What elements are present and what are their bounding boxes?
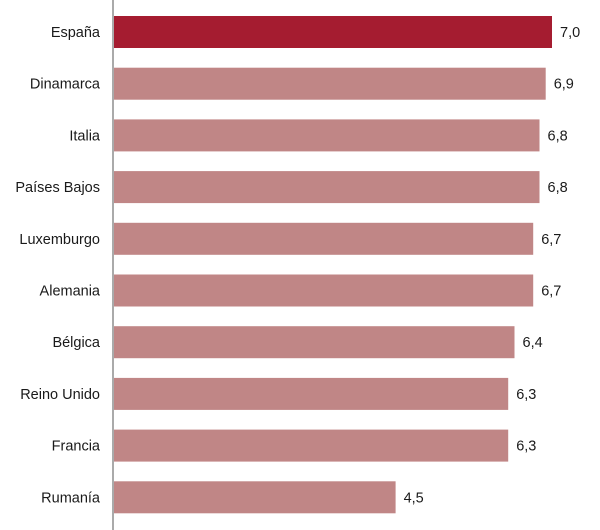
value-label-6: 6,4 bbox=[523, 335, 543, 351]
value-label-7: 6,3 bbox=[516, 387, 536, 403]
bar-0 bbox=[114, 16, 552, 48]
value-label-9: 4,5 bbox=[404, 490, 424, 506]
category-label-7: Reino Unido bbox=[20, 387, 100, 403]
value-label-5: 6,7 bbox=[541, 284, 561, 300]
category-label-3: Países Bajos bbox=[15, 180, 100, 196]
category-label-1: Dinamarca bbox=[30, 77, 101, 93]
category-label-6: Bélgica bbox=[52, 335, 100, 351]
value-label-2: 6,8 bbox=[548, 128, 568, 144]
bar-3 bbox=[114, 171, 540, 204]
bar-6 bbox=[114, 326, 515, 359]
value-label-1: 6,9 bbox=[554, 77, 574, 93]
bar-2 bbox=[114, 119, 540, 152]
category-label-5: Alemania bbox=[40, 284, 101, 300]
bar-8 bbox=[114, 429, 509, 462]
category-label-8: Francia bbox=[52, 439, 101, 455]
bar-4 bbox=[114, 222, 534, 255]
bar-1 bbox=[114, 67, 546, 100]
value-label-3: 6,8 bbox=[548, 180, 568, 196]
category-labels: España Dinamarca Italia Países Bajos Luxembu… bbox=[15, 25, 101, 506]
bar-9 bbox=[114, 481, 396, 514]
category-label-2: Italia bbox=[69, 128, 101, 144]
category-label-4: Luxemburgo bbox=[19, 232, 100, 248]
value-label-8: 6,3 bbox=[516, 439, 536, 455]
value-labels: 7,0 6,9 6,8 6,8 6,7 6,7 6,4 6,3 6,3 4,5 bbox=[404, 25, 581, 506]
bar-7 bbox=[114, 377, 509, 410]
bar-5 bbox=[114, 274, 534, 307]
category-label-0: España bbox=[51, 25, 101, 41]
value-label-0: 7,0 bbox=[560, 25, 580, 41]
category-label-9: Rumanía bbox=[41, 490, 101, 506]
bars bbox=[114, 16, 552, 514]
value-label-4: 6,7 bbox=[541, 232, 561, 248]
